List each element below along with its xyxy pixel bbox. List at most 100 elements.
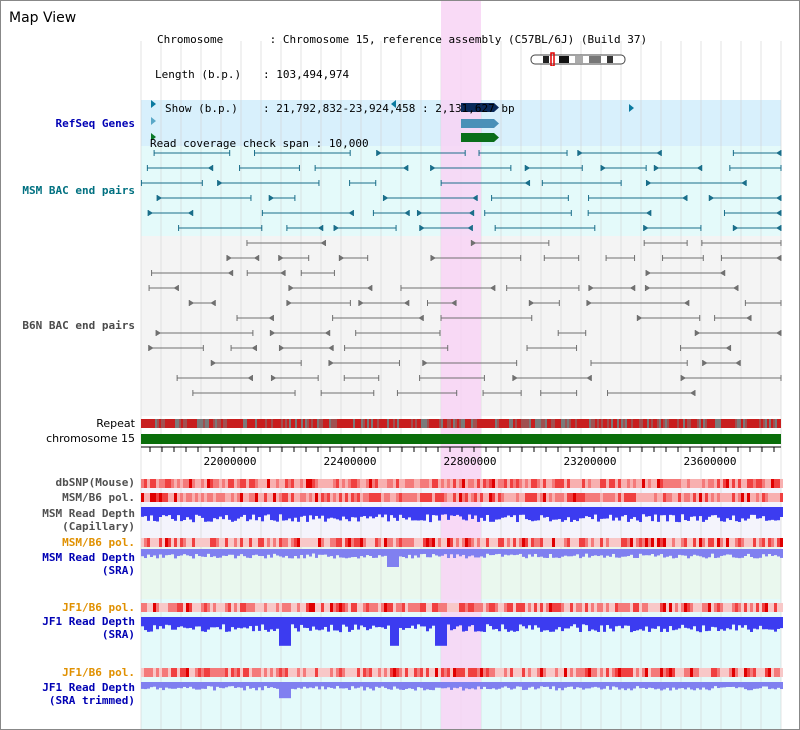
repeat-segment — [165, 419, 167, 428]
polymorphism-cell — [426, 538, 429, 547]
polymorphism-cell — [690, 479, 693, 488]
track-label-jf1-depth-trimmed[interactable]: JF1 Read Depth — [42, 681, 135, 694]
polymorphism-cell — [636, 538, 639, 547]
repeat-segment — [537, 419, 539, 428]
track-label-b6n-bac[interactable]: B6N BAC end pairs — [22, 319, 135, 332]
polymorphism-cell — [444, 479, 447, 488]
chromosome-ideogram[interactable] — [529, 52, 627, 66]
bac-arrow — [629, 285, 635, 291]
depth-bar — [333, 682, 336, 689]
bac-arrow — [320, 240, 326, 246]
repeat-segment — [191, 419, 193, 428]
track-label-msm-bac[interactable]: MSM BAC end pairs — [22, 184, 135, 197]
repeat-segment — [289, 419, 291, 428]
depth-bar — [771, 682, 774, 689]
depth-bar — [270, 617, 273, 630]
polymorphism-cell — [780, 479, 783, 488]
depth-bar — [381, 507, 384, 518]
polymorphism-cell — [429, 493, 432, 502]
repeat-segment — [737, 419, 739, 428]
polymorphism-cell — [660, 493, 663, 502]
polymorphism-cell — [552, 479, 555, 488]
repeat-segment — [671, 419, 673, 428]
polymorphism-cell — [492, 668, 495, 677]
depth-bar — [156, 617, 159, 630]
polymorphism-cell — [636, 668, 639, 677]
repeat-segment — [237, 419, 239, 428]
track-label-jf1-b6-pol-2[interactable]: JF1/B6 pol. — [62, 666, 135, 679]
polymorphism-cell — [588, 493, 591, 502]
depth-bar — [432, 507, 435, 516]
polymorphism-cell — [411, 668, 414, 677]
polymorphism-cell — [423, 479, 426, 488]
polymorphism-cell — [603, 493, 606, 502]
depth-bar — [762, 549, 765, 555]
polymorphism-cell — [693, 603, 696, 612]
track-label-msm-depth-sra[interactable]: MSM Read Depth — [42, 551, 135, 564]
polymorphism-cell — [480, 538, 483, 547]
depth-bar — [738, 617, 741, 626]
depth-bar — [630, 682, 633, 691]
track-label-dbsnp[interactable]: dbSNP(Mouse) — [55, 476, 135, 489]
depth-bar — [204, 682, 207, 689]
depth-bar — [660, 617, 663, 632]
polymorphism-cell — [393, 538, 396, 547]
polymorphism-cell — [522, 603, 525, 612]
depth-bar — [438, 682, 441, 688]
polymorphism-cell — [354, 538, 357, 547]
depth-bar — [537, 617, 540, 628]
depth-bar — [633, 549, 636, 558]
polymorphism-cell — [429, 479, 432, 488]
track-label-msm-depth-capillary[interactable]: MSM Read Depth — [42, 507, 135, 520]
bac-arrow — [471, 240, 477, 246]
track-label-msm-b6-pol[interactable]: MSM/B6 pol. — [62, 491, 135, 504]
depth-bar — [291, 507, 294, 522]
depth-bar — [504, 549, 507, 555]
polymorphism-cell — [147, 538, 150, 547]
repeat-segment — [755, 419, 757, 428]
depth-bar — [552, 617, 555, 632]
depth-bar — [441, 682, 444, 689]
track-label-repeat[interactable]: Repeat — [96, 417, 135, 430]
polymorphism-cell — [333, 538, 336, 547]
polymorphism-cell — [597, 603, 600, 612]
depth-bar — [303, 682, 306, 687]
repeat-segment — [337, 419, 339, 428]
track-label-jf1-b6-pol[interactable]: JF1/B6 pol. — [62, 601, 135, 614]
polymorphism-cell — [378, 479, 381, 488]
polymorphism-cell — [639, 538, 642, 547]
depth-bar — [564, 549, 567, 556]
polymorphism-cell — [165, 479, 168, 488]
polymorphism-cell — [438, 493, 441, 502]
depth-bar — [780, 507, 783, 517]
bac-arrow — [689, 390, 695, 396]
depth-bar — [330, 507, 333, 518]
polymorphism-cell — [330, 479, 333, 488]
polymorphism-cell — [165, 603, 168, 612]
depth-bar — [564, 507, 567, 521]
depth-bar — [606, 507, 609, 519]
depth-bar — [732, 549, 735, 558]
depth-bar — [516, 507, 519, 523]
depth-bar — [354, 507, 357, 518]
polymorphism-cell — [519, 603, 522, 612]
depth-bar — [531, 507, 534, 522]
polymorphism-cell — [672, 603, 675, 612]
depth-bar — [207, 549, 210, 554]
track-label-refseq[interactable]: RefSeq Genes — [55, 117, 135, 130]
depth-bar — [606, 682, 609, 687]
track-label-chromosome[interactable]: chromosome 15 — [46, 432, 135, 445]
track-label-jf1-depth-sra[interactable]: JF1 Read Depth — [42, 615, 135, 628]
depth-bar — [711, 682, 714, 689]
depth-bar — [186, 617, 189, 629]
polymorphism-cell — [162, 538, 165, 547]
depth-bar — [546, 682, 549, 687]
depth-bar — [207, 682, 210, 687]
track-label-msm-b6-pol-2[interactable]: MSM/B6 pol. — [62, 536, 135, 549]
polymorphism-cell — [657, 538, 660, 547]
depth-bar — [549, 507, 552, 522]
polymorphism-cell — [612, 493, 615, 502]
polymorphism-cell — [543, 668, 546, 677]
depth-bar — [540, 617, 543, 632]
